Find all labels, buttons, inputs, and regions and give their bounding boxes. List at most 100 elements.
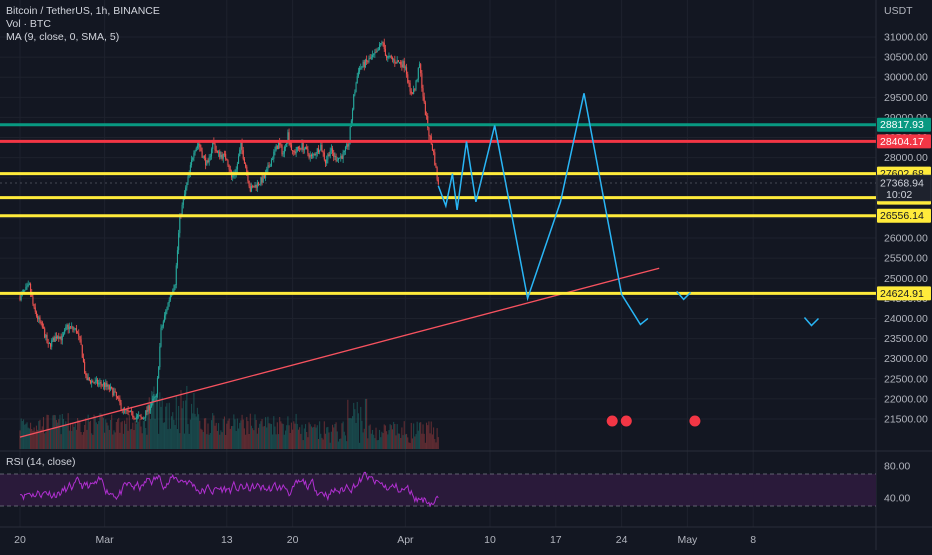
volume-legend: Vol · BTC <box>6 18 51 30</box>
candle-body <box>243 158 245 164</box>
volume-bar <box>344 435 347 449</box>
volume-bar <box>121 421 123 449</box>
candle-body <box>386 55 388 58</box>
volume-bar <box>21 421 23 449</box>
volume-bar <box>312 427 314 449</box>
volume-bar <box>411 438 413 449</box>
candle-body <box>132 411 134 418</box>
candle-body <box>88 377 90 381</box>
chart-legend: Bitcoin / TetherUS, 1h, BINANCE Vol · BT… <box>6 5 160 44</box>
projection-arrowhead <box>676 290 692 301</box>
x-tick-label: May <box>677 534 698 546</box>
candle-body <box>268 165 270 167</box>
candle-body <box>377 49 379 51</box>
candle-body <box>156 378 159 395</box>
ma-legend: MA (9, close, 0, SMA, 5) <box>6 31 120 43</box>
candle-body <box>287 132 289 143</box>
candle-body <box>276 145 278 150</box>
candle-body <box>38 317 40 320</box>
candle-body <box>282 153 284 155</box>
volume-bar <box>346 441 348 449</box>
candle-body <box>334 155 336 157</box>
symbol-title: Bitcoin / TetherUS, 1h, BINANCE <box>6 5 160 17</box>
volume-bar <box>322 439 324 449</box>
candle-body <box>407 74 409 83</box>
volume-bar <box>242 419 244 449</box>
candle-body <box>309 154 311 158</box>
candle-body <box>371 54 374 57</box>
volume-bars <box>19 385 439 449</box>
volume-bar <box>74 423 76 449</box>
candle-body <box>134 418 136 420</box>
volume-bar <box>409 442 411 449</box>
volume-bar <box>108 429 110 449</box>
volume-bar <box>289 432 291 449</box>
countdown-label: 10:02 <box>886 189 912 201</box>
volume-bar <box>294 423 296 449</box>
candle-body <box>215 150 217 151</box>
volume-bar <box>268 423 270 449</box>
candle-body <box>253 186 255 188</box>
volume-bar <box>27 427 29 449</box>
volume-bar <box>279 416 281 449</box>
candle-body <box>60 336 62 341</box>
y-tick-label: 24000.00 <box>884 313 928 325</box>
candle-body <box>126 409 128 411</box>
volume-bar <box>362 432 364 449</box>
volume-bar <box>248 434 250 449</box>
candle-body <box>308 153 310 158</box>
candle-body <box>360 67 362 69</box>
volume-bar <box>288 425 290 449</box>
volume-bar <box>88 421 90 449</box>
volume-bar <box>99 413 101 449</box>
volume-bar <box>267 416 269 449</box>
volume-bar <box>391 429 394 449</box>
candle-body <box>342 152 344 159</box>
volume-bar <box>275 434 277 449</box>
volume-bar <box>62 418 65 449</box>
candle-body <box>249 186 251 192</box>
candle-body <box>120 402 122 410</box>
volume-bar <box>375 427 377 449</box>
candle-body <box>355 83 357 92</box>
volume-bar <box>55 420 57 449</box>
candle-body <box>218 151 220 153</box>
candle-body <box>203 156 206 158</box>
candle-body <box>337 157 339 161</box>
volume-bar <box>276 422 278 449</box>
volume-bar <box>249 413 251 449</box>
candle-body <box>323 152 325 160</box>
candle-body <box>45 334 47 338</box>
volume-bar <box>37 429 39 449</box>
x-tick-label: 20 <box>287 534 299 546</box>
last-price-tag <box>876 174 932 202</box>
volume-bar <box>398 433 401 449</box>
candle-body <box>19 296 21 300</box>
volume-bar <box>185 400 187 449</box>
volume-bar <box>28 428 30 449</box>
candle-body <box>219 151 221 158</box>
volume-bar <box>52 415 54 449</box>
candle-body <box>307 149 309 154</box>
volume-bar <box>396 424 398 449</box>
volume-bar <box>308 422 310 449</box>
candle-body <box>193 152 195 158</box>
volume-bar <box>402 435 404 449</box>
candle-body <box>145 410 147 418</box>
level-price-label: 24624.91 <box>880 288 924 300</box>
candle-body <box>280 144 282 146</box>
volume-bar <box>40 429 42 449</box>
candle-body <box>369 58 371 60</box>
candle-body <box>75 328 77 333</box>
volume-bar <box>101 415 103 449</box>
candle-body <box>388 55 390 57</box>
candle-body <box>319 150 321 153</box>
candle-body <box>374 52 376 54</box>
candle-body <box>62 333 65 336</box>
candle-body <box>95 379 97 381</box>
candle-body <box>387 56 389 58</box>
volume-bar <box>369 424 371 449</box>
volume-bar <box>42 416 45 449</box>
